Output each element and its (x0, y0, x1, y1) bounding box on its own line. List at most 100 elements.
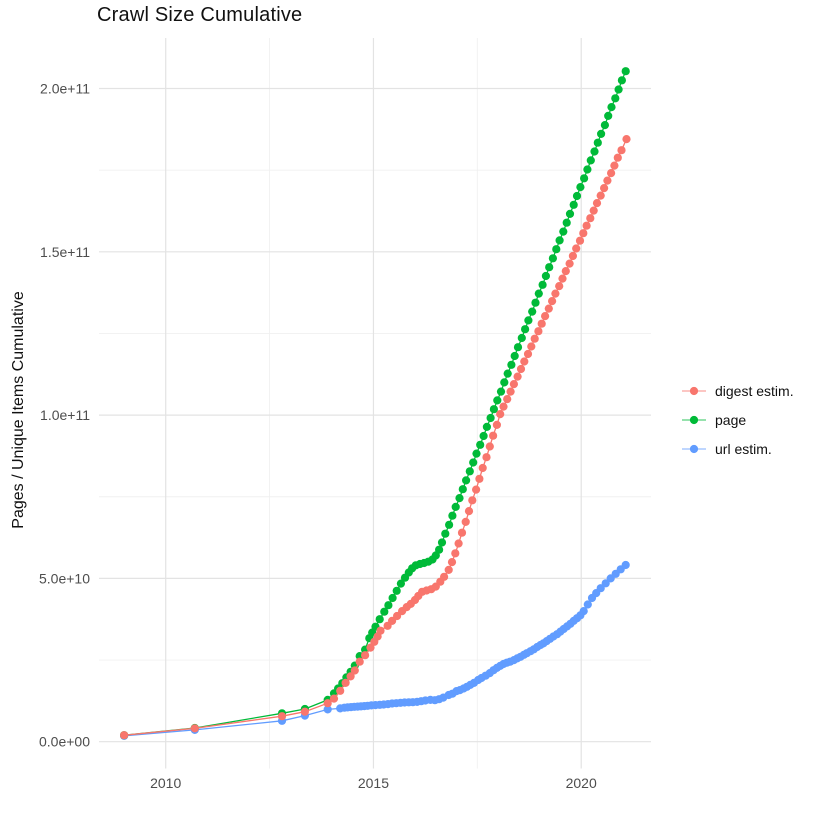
data-point-url-estim (579, 607, 588, 616)
data-point-page (565, 209, 575, 218)
x-tick-label: 2015 (358, 775, 389, 791)
data-point-page (451, 502, 460, 511)
data-point-digest-estim (565, 259, 574, 268)
data-point-page (500, 378, 509, 387)
y-tick-label: 0.0e+00 (39, 734, 90, 750)
y-tick-label: 2.0e+11 (40, 81, 90, 97)
data-point-digest-estim (323, 699, 332, 708)
data-point-digest-estim (572, 244, 581, 253)
data-point-page (479, 431, 488, 441)
data-point-digest-estim (509, 380, 518, 389)
data-point-digest-estim (592, 199, 602, 208)
data-point-digest-estim (440, 572, 449, 581)
data-point-digest-estim (610, 161, 619, 170)
data-point-digest-estim (393, 611, 402, 621)
data-point-url-estim (583, 600, 592, 609)
data-point-page (524, 316, 533, 325)
data-point-digest-estim (300, 707, 309, 716)
data-point-digest-estim (447, 558, 457, 567)
y-tick-label: 1.0e+11 (40, 407, 90, 423)
data-point-digest-estim (485, 442, 494, 451)
data-point-digest-estim (361, 651, 370, 660)
data-point-digest-estim (388, 616, 397, 626)
legend-item-url-estim: url estim. (681, 439, 794, 459)
data-point-url-estim (323, 705, 332, 714)
data-point-page (476, 440, 485, 449)
legend-label-page: page (715, 412, 747, 428)
data-point-digest-estim (464, 507, 474, 516)
data-point-url-estim (601, 579, 610, 588)
data-point-page (510, 351, 519, 361)
data-point-page (583, 165, 592, 174)
data-point-page (562, 218, 571, 227)
data-point-digest-estim (575, 236, 585, 245)
data-point-page (569, 200, 578, 209)
data-point-page (472, 449, 481, 458)
data-point-digest-estim (355, 657, 364, 666)
data-point-page (469, 458, 478, 467)
data-point-digest-estim (530, 334, 539, 343)
data-point-page (392, 586, 401, 595)
data-point-digest-estim (492, 420, 501, 429)
data-point-page (614, 85, 623, 94)
data-point-page (445, 520, 454, 529)
data-point-page (513, 343, 523, 352)
data-point-page (521, 325, 530, 334)
data-point-digest-estim (503, 395, 512, 404)
series-line-digest-estim (124, 138, 628, 736)
data-point-digest-estim (516, 364, 526, 374)
data-point-digest-estim (506, 387, 515, 396)
data-point-page (590, 147, 599, 156)
data-point-digest-estim (475, 474, 484, 483)
y-tick-label: 5.0e+10 (39, 570, 90, 586)
data-point-page (572, 191, 582, 201)
data-point-digest-estim (537, 319, 546, 328)
data-point-digest-estim (329, 694, 339, 703)
data-point-page (441, 529, 450, 538)
data-point-page (611, 94, 620, 103)
data-point-digest-estim (346, 672, 355, 681)
data-point-page (576, 183, 585, 192)
data-point-digest-estim (589, 206, 598, 215)
data-point-digest-estim (350, 666, 359, 675)
data-point-page (552, 245, 561, 254)
data-point-page (586, 156, 595, 165)
data-point-page (548, 254, 558, 263)
data-point-page (437, 538, 447, 547)
data-point-digest-estim (527, 342, 536, 351)
data-point-page (388, 593, 397, 603)
data-point-digest-estim (341, 678, 350, 688)
data-point-digest-estim (478, 463, 487, 473)
data-point-digest-estim (603, 176, 612, 185)
data-point-page (580, 174, 589, 183)
data-point-digest-estim (513, 372, 522, 381)
data-point-digest-estim (561, 267, 570, 276)
data-point-digest-estim (548, 297, 557, 306)
data-point-page (455, 494, 464, 503)
data-point-page (545, 263, 554, 272)
data-point-page (617, 76, 627, 85)
data-point-page (621, 67, 630, 76)
data-point-page (600, 121, 610, 130)
data-point-page (593, 138, 602, 147)
data-point-digest-estim (579, 229, 588, 238)
data-point-digest-estim (454, 539, 463, 548)
data-point-digest-estim (541, 312, 550, 321)
data-point-digest-estim (482, 453, 491, 462)
data-point-page (384, 601, 393, 610)
data-point-digest-estim (120, 731, 129, 740)
x-tick-label: 2010 (150, 775, 181, 791)
data-point-digest-estim (336, 686, 345, 695)
data-point-digest-estim (617, 146, 626, 155)
y-tick-label: 1.5e+11 (40, 244, 90, 260)
legend-key-icon (682, 386, 706, 396)
data-point-page (534, 289, 543, 298)
data-point-page (465, 467, 474, 476)
data-point-digest-estim (366, 643, 375, 652)
data-point-page (435, 545, 444, 554)
legend: digest estim. page url estim. (681, 381, 794, 459)
data-point-digest-estim (451, 549, 460, 558)
data-point-digest-estim (544, 304, 553, 313)
legend-label-url-estim: url estim. (715, 441, 772, 457)
